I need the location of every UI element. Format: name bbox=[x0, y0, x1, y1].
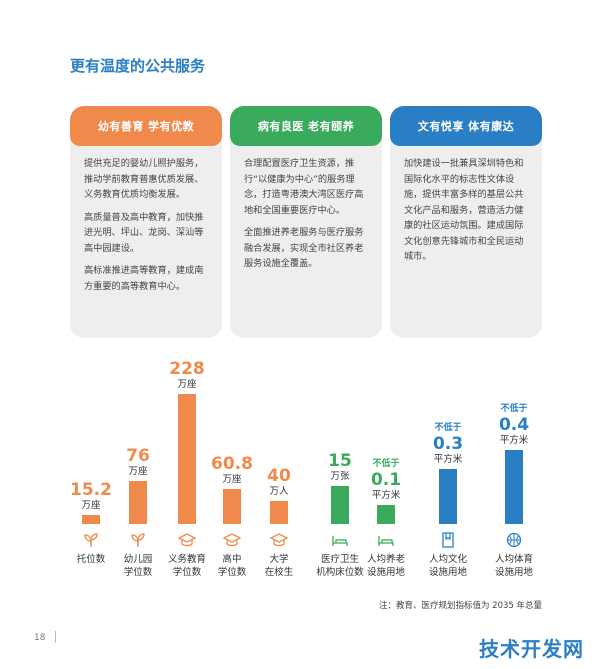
sprout-icon bbox=[82, 532, 100, 548]
chart-bar bbox=[505, 450, 523, 524]
bar-value-label: 0.1 bbox=[370, 470, 402, 490]
sprout-icon bbox=[129, 532, 147, 548]
card-body: 提供充足的婴幼儿照护服务，推动学前教育普惠优质发展、义务教育优质均衡发展。 高质… bbox=[70, 146, 222, 294]
category-label: 人均文化 设施用地 bbox=[428, 554, 467, 578]
bar-value-label: 0.4 bbox=[498, 415, 530, 435]
bar-value-label: 15.2 bbox=[70, 480, 112, 500]
bar-value-label: 60.8 bbox=[211, 454, 253, 474]
card-education: 幼有善育 学有优教 提供充足的婴幼儿照护服务，推动学前教育普惠优质发展、义务教育… bbox=[70, 106, 222, 338]
card-heading: 幼有善育 学有优教 bbox=[70, 106, 222, 146]
chart-bar bbox=[331, 486, 349, 524]
category-label: 托位数 bbox=[76, 554, 106, 565]
bar-unit-label: 万座 bbox=[177, 379, 197, 390]
bar-unit-label: 万座 bbox=[81, 500, 101, 511]
card-heading: 病有良医 老有颐养 bbox=[230, 106, 382, 146]
chart-bar bbox=[270, 501, 288, 524]
bar-value-label: 76 bbox=[126, 446, 150, 466]
category-label: 高中 学位数 bbox=[217, 554, 247, 578]
chart-bar bbox=[178, 394, 196, 524]
bar-unit-label: 万座 bbox=[128, 466, 148, 477]
bar-unit-label: 平方米 bbox=[433, 454, 463, 465]
card-body: 合理配置医疗卫生资源，推行“以健康为中心”的服务理念，打造粤港澳大湾区医疗高地和… bbox=[230, 146, 382, 272]
book-icon bbox=[439, 532, 457, 548]
bar-min-prefix: 不低于 bbox=[372, 459, 400, 469]
card-paragraph: 高标准推进高等教育，建成南方重要的高等教育中心。 bbox=[84, 265, 204, 292]
page-number-divider bbox=[55, 631, 56, 643]
hospital-bed-icon bbox=[331, 532, 349, 548]
card-paragraph: 加快建设一批兼具深圳特色和国际化水平的标志性文体设施，提供丰富多样的基层公共文化… bbox=[404, 158, 524, 262]
bar-min-prefix: 不低于 bbox=[434, 423, 462, 433]
graduation-cap-icon bbox=[177, 532, 197, 548]
card-body: 加快建设一批兼具深圳特色和国际化水平的标志性文体设施，提供丰富多样的基层公共文化… bbox=[390, 146, 542, 265]
watermark: 技术开发网 bbox=[479, 637, 584, 661]
bar-value-label: 0.3 bbox=[432, 434, 464, 454]
page-number: 18 bbox=[34, 633, 46, 643]
graduation-cap-icon bbox=[269, 532, 289, 548]
card-culture-sports: 文有悦享 体有康达 加快建设一批兼具深圳特色和国际化水平的标志性文体设施，提供丰… bbox=[390, 106, 542, 338]
category-label: 人均养老 设施用地 bbox=[366, 554, 405, 578]
card-paragraph: 全面推进养老服务与医疗服务融合发展，实现全市社区养老服务设施全覆盖。 bbox=[244, 227, 364, 269]
footnote: 注：教育、医疗规划指标值为 2035 年总量 bbox=[378, 601, 542, 611]
bar-unit-label: 平方米 bbox=[499, 435, 529, 446]
bar-unit-label: 万张 bbox=[330, 471, 350, 482]
bar-value-label: 40 bbox=[267, 466, 291, 486]
card-heading: 文有悦享 体有康达 bbox=[390, 106, 542, 146]
bar-value-label: 15 bbox=[328, 451, 352, 471]
chart-bar bbox=[82, 515, 100, 524]
card-paragraph: 高质量普及高中教育，加快推进光明、坪山、龙岗、深汕等高中园建设。 bbox=[84, 211, 204, 254]
category-label: 幼儿园 学位数 bbox=[123, 554, 153, 578]
bar-unit-label: 平方米 bbox=[371, 490, 401, 501]
hospital-bed-icon bbox=[377, 532, 395, 548]
chart-bar bbox=[223, 489, 241, 524]
chart-bar bbox=[377, 505, 395, 524]
chart-bar bbox=[129, 481, 147, 524]
category-label: 大学 在校生 bbox=[264, 554, 294, 578]
graduation-cap-icon bbox=[222, 532, 242, 548]
category-label: 医疗卫生 机构床位数 bbox=[316, 554, 364, 578]
basketball-icon bbox=[505, 532, 523, 548]
category-label: 义务教育 学位数 bbox=[167, 554, 206, 578]
bar-unit-label: 万座 bbox=[222, 474, 242, 485]
card-paragraph: 提供充足的婴幼儿照护服务，推动学前教育普惠优质发展、义务教育优质均衡发展。 bbox=[84, 158, 204, 200]
page-title: 更有温度的公共服务 bbox=[70, 57, 206, 75]
card-healthcare: 病有良医 老有颐养 合理配置医疗卫生资源，推行“以健康为中心”的服务理念，打造粤… bbox=[230, 106, 382, 338]
bar-min-prefix: 不低于 bbox=[500, 404, 528, 414]
bar-unit-label: 万人 bbox=[269, 486, 289, 497]
card-paragraph: 合理配置医疗卫生资源，推行“以健康为中心”的服务理念，打造粤港澳大湾区医疗高地和… bbox=[244, 158, 364, 216]
chart-bar bbox=[439, 469, 457, 524]
bar-value-label: 228 bbox=[169, 359, 205, 379]
category-label: 人均体育 设施用地 bbox=[494, 554, 533, 578]
